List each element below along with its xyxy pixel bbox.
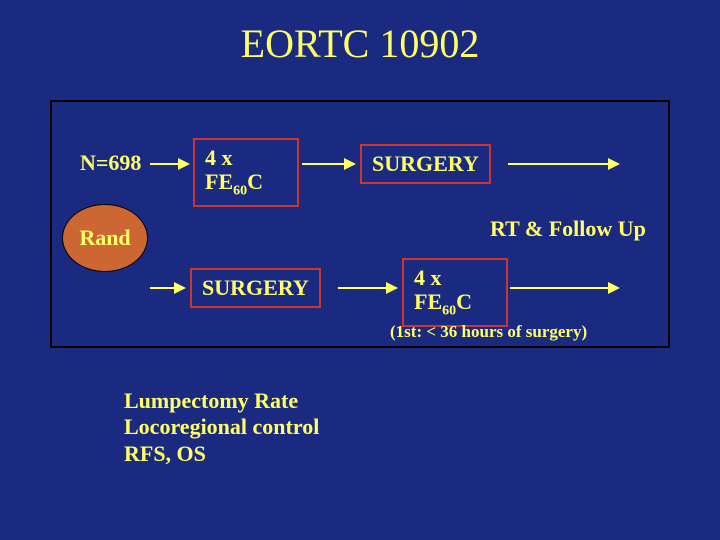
arrow-line (510, 287, 608, 289)
page-title: EORTC 10902 (0, 20, 720, 67)
arrow-line (338, 287, 386, 289)
timing-note: (1st: < 36 hours of surgery) (390, 322, 587, 342)
chemo-bot-fe: FE (414, 289, 442, 314)
rand-node: Rand (62, 204, 148, 272)
outcome-line-1: Lumpectomy Rate (124, 388, 319, 414)
chemo-top-box: 4 x FE60C (193, 138, 299, 207)
chemo-bot-c: C (456, 289, 472, 314)
arrow-line (508, 163, 608, 165)
chemo-top-c: C (247, 169, 263, 194)
outcomes-list: Lumpectomy Rate Locoregional control RFS… (124, 388, 319, 467)
arrow-head-icon (344, 158, 356, 170)
arrow-head-icon (608, 158, 620, 170)
rand-label: Rand (79, 225, 130, 251)
arrow-line (150, 287, 174, 289)
chemo-bot-line1: 4 x (414, 265, 442, 290)
surgery-top-label: SURGERY (372, 151, 479, 176)
surgery-bottom-box: SURGERY (190, 268, 321, 308)
arrow-head-icon (386, 282, 398, 294)
chemo-top-sub: 60 (233, 184, 247, 199)
surgery-bottom-label: SURGERY (202, 275, 309, 300)
chemo-bottom-box: 4 x FE60C (402, 258, 508, 327)
arrow-head-icon (608, 282, 620, 294)
arrow-head-icon (178, 158, 190, 170)
outcome-line-3: RFS, OS (124, 441, 319, 467)
chemo-top-fe: FE (205, 169, 233, 194)
arrow-line (302, 163, 344, 165)
n-label: N=698 (80, 150, 141, 176)
outcome-line-2: Locoregional control (124, 414, 319, 440)
chemo-bot-sub: 60 (442, 304, 456, 319)
arrow-head-icon (174, 282, 186, 294)
chemo-top-line1: 4 x (205, 145, 233, 170)
rt-followup-label: RT & Follow Up (490, 216, 646, 242)
arrow-line (150, 163, 178, 165)
surgery-top-box: SURGERY (360, 144, 491, 184)
